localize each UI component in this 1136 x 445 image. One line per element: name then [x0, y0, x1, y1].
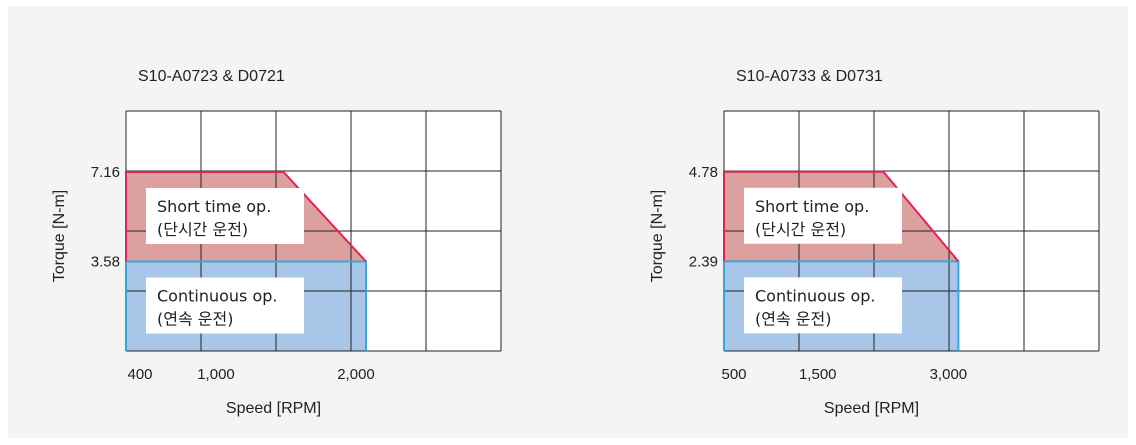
- x-axis-label: Speed [RPM]: [824, 400, 919, 417]
- y-axis-label: Torque [N-m]: [649, 190, 666, 282]
- zone-label-short: (단시간 운전): [157, 220, 248, 239]
- zone-label-continuous: Continuous op.: [755, 286, 875, 305]
- y-tick-label: 2.39: [689, 253, 718, 270]
- chart-title: S10-A0733 & D0731: [736, 68, 883, 85]
- y-tick-label: 7.16: [91, 164, 120, 181]
- region-outline-continuous: [125, 260, 367, 351]
- zone-label-box: [744, 277, 902, 334]
- x-tick-label: 2,000: [337, 366, 375, 383]
- x-axis-label: Speed [RPM]: [226, 400, 321, 417]
- x-tick-label: 400: [127, 366, 152, 383]
- zone-label-continuous: (연속 운전): [755, 309, 831, 328]
- x-tick-label: 1,500: [799, 366, 837, 383]
- region-outline-continuous: [723, 260, 960, 351]
- chart-2: S10-A0733 & D0731 Continuous op. (연속 운전) Sh…: [649, 68, 1100, 417]
- x-tick-label: 500: [721, 366, 746, 383]
- zone-label-short: Short time op.: [157, 197, 271, 216]
- chart-title: S10-A0723 & D0721: [138, 68, 285, 85]
- x-tick-label: 3,000: [930, 366, 968, 383]
- region-outline-short: [723, 170, 960, 263]
- y-axis-label: Torque [N-m]: [51, 190, 68, 282]
- zone-label-short: (단시간 운전): [755, 220, 846, 239]
- y-tick-label: 3.58: [91, 254, 120, 271]
- zone-label-short: Short time op.: [755, 197, 869, 216]
- zone-label-box: [146, 188, 304, 244]
- zone-label-box: [146, 277, 304, 334]
- zone-label-box: [744, 187, 902, 244]
- zone-label-continuous: Continuous op.: [157, 287, 277, 306]
- chart-1: S10-A0723 & D0721 Continuous op. (연속 운전) Sh…: [51, 68, 502, 417]
- zone-label-continuous: (연속 운전): [157, 310, 233, 329]
- y-tick-label: 4.78: [689, 164, 718, 181]
- x-tick-label: 1,000: [197, 366, 235, 383]
- region-outline-short: [125, 171, 367, 263]
